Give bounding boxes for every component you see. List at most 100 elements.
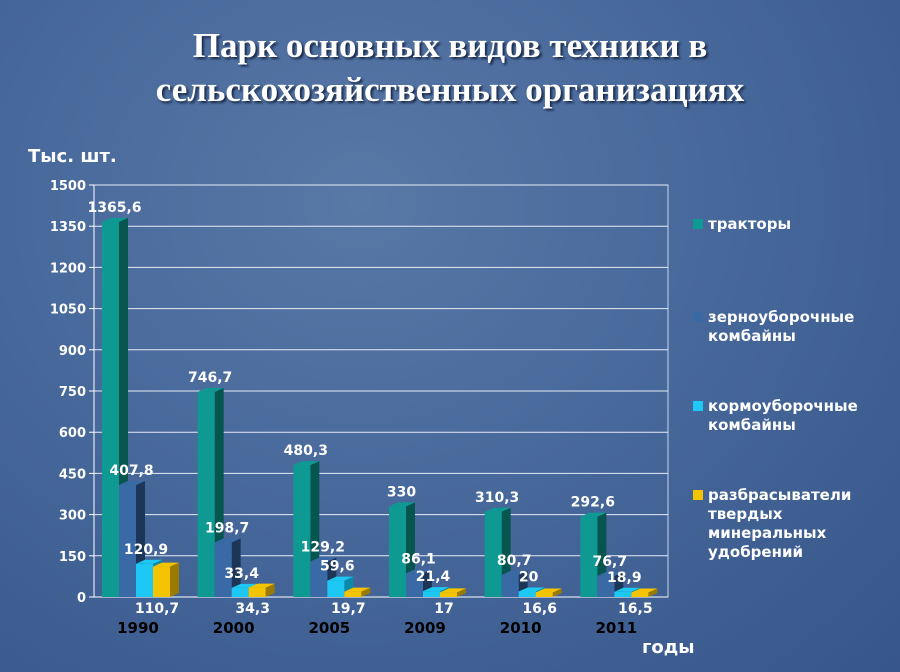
legend-item: зерноуборочные комбайны [693, 308, 893, 346]
bar-top [518, 587, 545, 592]
data-label: 59,6 [320, 559, 355, 575]
legend-label: зерноуборочные комбайны [708, 308, 855, 345]
bar-top [484, 507, 511, 512]
bar-тракторы-2000 [197, 391, 215, 597]
bar-top [535, 588, 562, 593]
bar-кормоуборочные-2009 [423, 591, 440, 597]
data-label: 16,5 [618, 601, 653, 617]
data-label: 407,8 [109, 463, 153, 479]
data-label: 21,4 [416, 569, 451, 585]
data-label: 310,3 [475, 490, 519, 506]
y-tick-label: 450 [59, 467, 86, 482]
bar-тракторы-1990 [102, 221, 119, 597]
bar-top [597, 571, 624, 576]
bar-side [170, 562, 179, 597]
bar-разбрасыватели-2005 [344, 591, 362, 597]
data-label: 129,2 [301, 540, 345, 556]
legend-label: разбрасыватели твердых минеральных удобр… [708, 486, 852, 561]
y-tick-label: 600 [59, 426, 86, 441]
data-label: 76,7 [593, 554, 628, 570]
bar-top [327, 576, 354, 581]
bar-top [119, 480, 145, 485]
bar-top [580, 512, 607, 517]
y-tick-label: 0 [77, 591, 86, 606]
bar-зерноуборочные-2010 [501, 574, 519, 597]
bar-top [389, 502, 415, 507]
y-tick-label: 1050 [50, 303, 86, 318]
bar-top [440, 588, 466, 593]
y-tick-label: 900 [59, 344, 86, 359]
bar-top [214, 538, 241, 543]
y-tick-label: 1500 [50, 179, 86, 194]
data-label: 1365,6 [87, 200, 141, 216]
data-label: 86,1 [401, 551, 436, 567]
bar-кормоуборочные-1990 [136, 563, 153, 597]
bar-top [136, 559, 162, 564]
y-tick-label: 1350 [50, 220, 86, 235]
data-label: 110,7 [135, 601, 179, 617]
y-tick-label: 1200 [50, 261, 86, 276]
bar-разбрасыватели-2011 [631, 592, 649, 597]
title-line-1: Парк основных видов техники в [192, 26, 708, 65]
legend-label: кормоуборочные комбайны [708, 397, 858, 434]
data-label: 17 [434, 601, 453, 617]
bar-кормоуборочные-2011 [614, 591, 632, 597]
data-label: 33,4 [224, 566, 259, 582]
bar-top [406, 569, 432, 574]
bar-зерноуборочные-2005 [310, 561, 328, 597]
bar-top [631, 588, 658, 593]
legend-item: разбрасыватели твердых минеральных удобр… [693, 486, 893, 562]
bar-кормоуборочные-2005 [327, 580, 345, 597]
legend-label: тракторы [708, 215, 792, 233]
x-tick-label: 1990 [117, 619, 159, 637]
bar-top [344, 587, 371, 592]
bar-top [293, 461, 320, 466]
bar-разбрасыватели-2010 [535, 592, 553, 597]
bar-тракторы-2010 [484, 511, 502, 597]
data-label: 746,7 [188, 370, 232, 386]
x-tick-label: 2000 [213, 619, 255, 637]
x-tick-label: 2005 [308, 619, 350, 637]
bar-side [361, 587, 371, 597]
title-line-2: сельскохозяйственных организациях [155, 70, 745, 109]
bar-разбрасыватели-2000 [248, 587, 266, 597]
bar-top [614, 587, 641, 592]
bar-top [231, 583, 258, 588]
x-axis-label: годы [642, 637, 695, 658]
bar-side [265, 583, 275, 597]
bar-top [310, 557, 337, 562]
bar-разбрасыватели-1990 [153, 566, 170, 597]
bar-зерноуборочные-2000 [214, 542, 232, 597]
bar-кормоуборочные-2000 [231, 587, 249, 597]
legend-swatch [693, 490, 703, 500]
legend-item: кормоуборочные комбайны [693, 397, 893, 435]
x-tick-label: 2011 [595, 619, 637, 637]
bar-top [197, 387, 224, 392]
bar-side [231, 538, 241, 597]
bar-зерноуборочные-1990 [119, 484, 136, 597]
bar-кормоуборочные-2010 [518, 591, 536, 597]
y-tick-label: 150 [59, 550, 86, 565]
data-label: 18,9 [607, 570, 642, 586]
data-label: 80,7 [497, 553, 532, 569]
bar-разбрасыватели-2009 [440, 592, 457, 597]
bar-тракторы-2011 [580, 516, 598, 597]
data-label: 19,7 [331, 601, 366, 617]
data-label: 16,6 [522, 601, 557, 617]
data-label: 34,3 [235, 601, 270, 617]
bar-тракторы-2009 [389, 506, 406, 597]
bar-тракторы-2005 [293, 465, 311, 597]
legend-swatch [693, 219, 703, 229]
data-label: 292,6 [571, 495, 615, 511]
y-tick-label: 300 [59, 509, 86, 524]
bar-side [552, 588, 562, 597]
y-tick-label: 750 [59, 385, 86, 400]
data-label: 20 [519, 570, 539, 586]
data-label: 198,7 [205, 520, 249, 536]
data-label: 120,9 [124, 542, 168, 558]
y-axis-label: Тыс. шт. [28, 146, 117, 167]
legend-swatch [693, 312, 703, 322]
data-label: 330 [387, 484, 416, 500]
bar-side [457, 588, 466, 597]
